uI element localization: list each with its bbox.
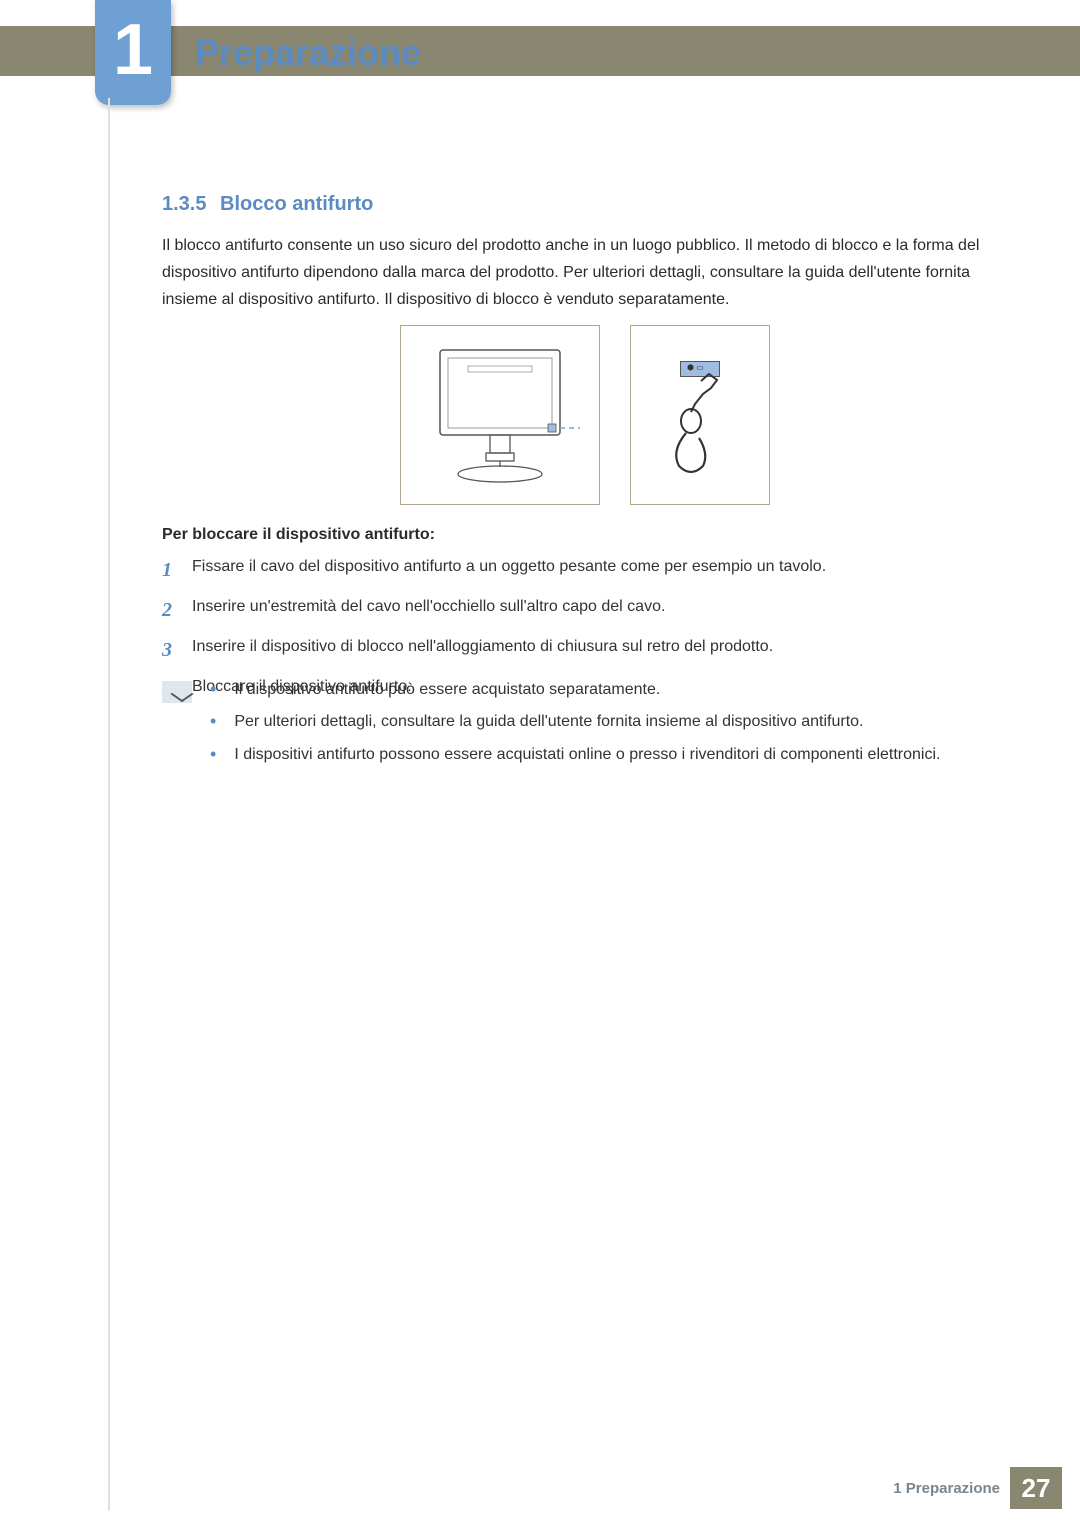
- note-item: • I dispositivi antifurto possono essere…: [210, 742, 940, 768]
- lock-key-icon: [651, 366, 751, 496]
- footer-chapter-label: 1 Preparazione: [893, 1480, 1000, 1497]
- note-item: • Per ulteriori dettagli, consultare la …: [210, 709, 940, 735]
- note-text: Per ulteriori dettagli, consultare la gu…: [234, 709, 863, 735]
- step-number: 3: [162, 635, 178, 665]
- step-text: Fissare il cavo del dispositivo antifurt…: [192, 555, 826, 585]
- chapter-title: Preparazione: [195, 32, 421, 74]
- diagram-row: [162, 325, 1008, 505]
- step-number: 1: [162, 555, 178, 585]
- margin-rule: [108, 98, 110, 1511]
- note-text: Il dispositivo antifurto può essere acqu…: [234, 677, 660, 703]
- step-text: Inserire un'estremità del cavo nell'occh…: [192, 595, 665, 625]
- diagram-lock-closeup: [630, 325, 770, 505]
- monitor-rear-icon: [420, 340, 580, 490]
- chapter-number-badge: 1: [95, 0, 171, 105]
- step-text: Inserire il dispositivo di blocco nell'a…: [192, 635, 773, 665]
- footer-page-number: 27: [1010, 1467, 1062, 1509]
- note-text: I dispositivi antifurto possono essere a…: [234, 742, 940, 768]
- section-title: Blocco antifurto: [220, 193, 373, 216]
- bullet-icon: •: [210, 742, 216, 768]
- bullet-icon: •: [210, 677, 216, 703]
- step-item: 2 Inserire un'estremità del cavo nell'oc…: [162, 595, 1008, 625]
- note-list: • Il dispositivo antifurto può essere ac…: [210, 677, 940, 774]
- step-number: 2: [162, 595, 178, 625]
- note-item: • Il dispositivo antifurto può essere ac…: [210, 677, 940, 703]
- section-number: 1.3.5: [162, 193, 206, 216]
- diagram-monitor-rear: [400, 325, 600, 505]
- steps-heading: Per bloccare il dispositivo antifurto:: [162, 526, 435, 544]
- step-item: 1 Fissare il cavo del dispositivo antifu…: [162, 555, 1008, 585]
- footer: 1 Preparazione 27: [893, 1467, 1080, 1509]
- intro-paragraph: Il blocco antifurto consente un uso sicu…: [162, 232, 1008, 314]
- note-icon: [162, 681, 192, 703]
- note-block: • Il dispositivo antifurto può essere ac…: [162, 677, 1008, 774]
- step-item: 3 Inserire il dispositivo di blocco nell…: [162, 635, 1008, 665]
- bullet-icon: •: [210, 709, 216, 735]
